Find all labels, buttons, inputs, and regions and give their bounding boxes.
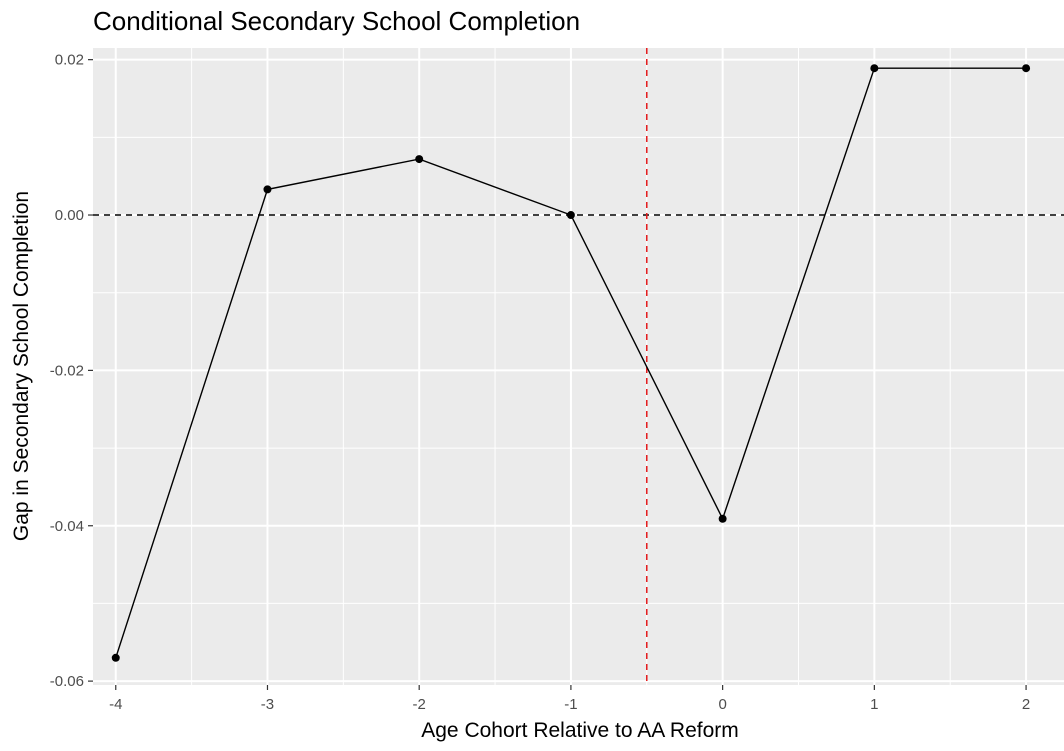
y-tick-label: 0.00 bbox=[55, 207, 84, 224]
data-point bbox=[566, 211, 575, 220]
x-tick-label: -4 bbox=[109, 696, 122, 713]
data-series bbox=[111, 64, 1031, 662]
y-tick-label: -0.06 bbox=[50, 673, 84, 690]
x-tick-label: 1 bbox=[870, 696, 878, 713]
chart-title: Conditional Secondary School Completion bbox=[93, 6, 581, 36]
data-point bbox=[718, 514, 727, 523]
data-point bbox=[870, 64, 879, 73]
x-tick-label: 0 bbox=[718, 696, 726, 713]
x-tick-label: -2 bbox=[413, 696, 426, 713]
data-point bbox=[111, 653, 120, 662]
y-axis-label: Gap in Secondary School Completion bbox=[10, 190, 33, 542]
x-tick-label: -3 bbox=[261, 696, 274, 713]
x-tick-label: -1 bbox=[564, 696, 577, 713]
y-tick-label: -0.02 bbox=[50, 362, 84, 379]
x-tick-label: 2 bbox=[1022, 696, 1030, 713]
data-point bbox=[1022, 64, 1031, 73]
plot-panel bbox=[93, 48, 1064, 685]
y-tick-label: -0.04 bbox=[50, 518, 84, 535]
tick-labels: -4 -3 -2 -1 0 1 2 -0.06 -0.04 -0.02 0.00 0.02 bbox=[50, 52, 1030, 713]
minor-gridlines bbox=[93, 48, 1064, 685]
y-tick-label: 0.02 bbox=[55, 52, 84, 69]
axis-ticks bbox=[88, 59, 1027, 690]
major-gridlines bbox=[93, 48, 1064, 685]
x-axis-label: Age Cohort Relative to AA Reform bbox=[421, 719, 739, 742]
data-point bbox=[263, 185, 272, 194]
reference-lines bbox=[93, 48, 1064, 685]
data-point bbox=[415, 155, 424, 164]
